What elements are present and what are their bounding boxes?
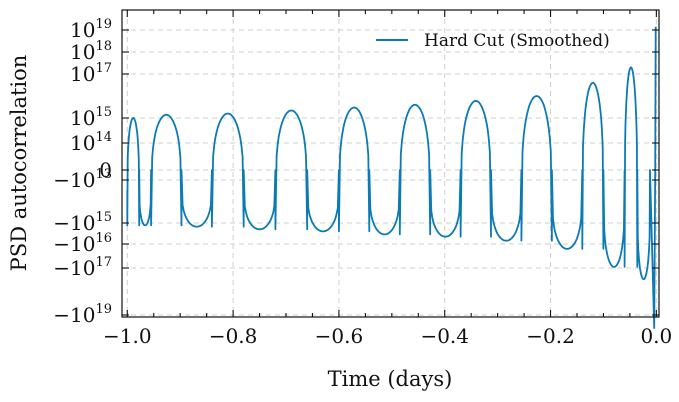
y-axis-title: PSD autocorrelation: [7, 55, 31, 272]
y-tick-label: −1016: [53, 231, 112, 256]
x-tick-label: −0.6: [315, 324, 364, 348]
x-tick-label: −1.0: [103, 324, 152, 348]
y-tick-label: −1019: [53, 302, 112, 327]
x-tick-label: 0.0: [640, 324, 672, 348]
y-tick-labels: 101910181017101510140−1013−1015−1016−101…: [53, 17, 112, 327]
y-tick-label: −1013: [53, 167, 112, 192]
y-tick-label: 0: [99, 158, 112, 182]
y-tick-label: 1017: [70, 61, 112, 86]
legend: Hard Cut (Smoothed): [376, 31, 610, 51]
y-tick-label: −1017: [53, 255, 112, 280]
x-tick-label: −0.4: [420, 324, 469, 348]
y-tick-label: 1019: [70, 17, 112, 42]
legend-label: Hard Cut (Smoothed): [424, 31, 610, 51]
x-tick-label: −0.2: [526, 324, 575, 348]
y-tick-label: 1015: [70, 105, 112, 130]
plot-frame: [121, 9, 660, 318]
axis-ticks: [122, 10, 659, 317]
series-layer: [126, 26, 657, 329]
y-tick-label: 1018: [70, 39, 112, 64]
x-tick-label: −0.8: [209, 324, 258, 348]
y-tick-label: 1014: [70, 130, 112, 155]
x-tick-labels: −1.0 −0.8 −0.6 −0.4 −0.2 0.0: [103, 324, 672, 348]
x-axis-title: Time (days): [328, 367, 453, 391]
y-tick-label: −1015: [53, 210, 112, 235]
series-line-hard-cut-smoothed: [126, 26, 657, 329]
